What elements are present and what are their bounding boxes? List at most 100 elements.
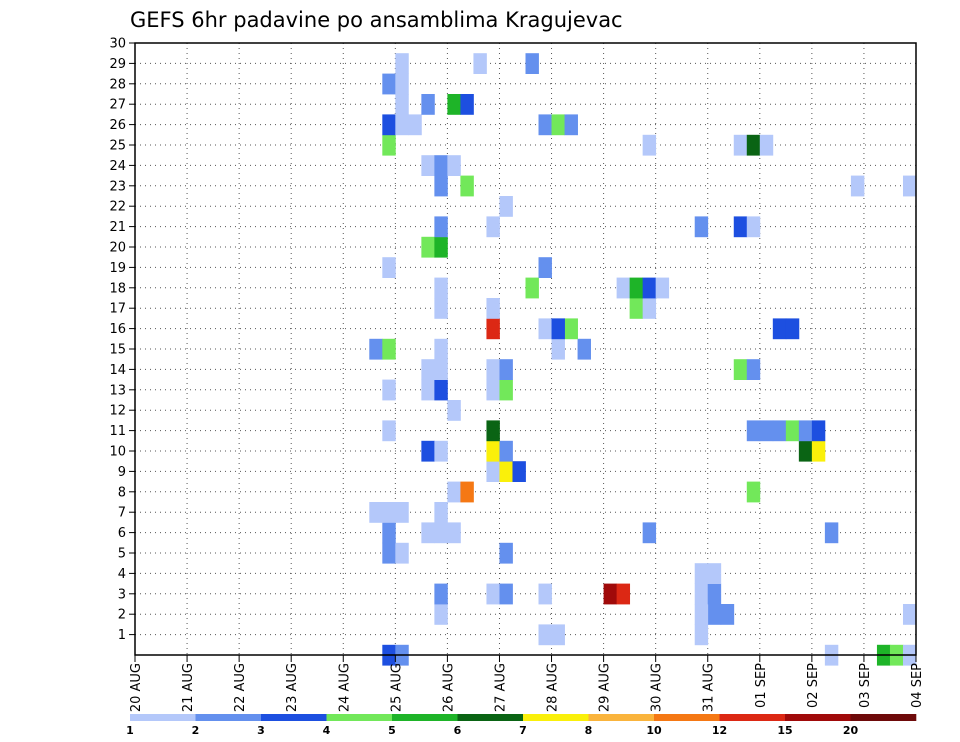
y-tick-label: 2 [118, 608, 126, 623]
heatmap-cell [707, 563, 722, 584]
heatmap-cell [486, 440, 500, 462]
heatmap-cell [629, 277, 644, 299]
legend-label: 5 [388, 724, 396, 737]
legend-label: 10 [646, 724, 662, 737]
heatmap-cell [551, 114, 565, 136]
heatmap-cell [486, 379, 500, 401]
heatmap-cell [538, 624, 552, 646]
y-tick-label: 6 [118, 526, 126, 541]
heatmap-cell [434, 379, 448, 401]
x-tick-label: 28 AUG [546, 663, 561, 712]
y-tick-label: 12 [109, 404, 126, 419]
heatmap-cell [421, 155, 435, 176]
heatmap-cell [772, 318, 787, 340]
heatmap-cell [538, 318, 552, 340]
heatmap-cell [564, 318, 578, 340]
legend-color-swatch [195, 714, 262, 721]
heatmap-cell [733, 216, 748, 238]
legend-color-swatch [588, 714, 655, 721]
heatmap-cell [460, 175, 474, 197]
heatmap-cell [850, 175, 865, 197]
heatmap-cell [434, 583, 448, 605]
legend-label: 7 [519, 724, 527, 737]
heatmap-cell [460, 94, 474, 115]
heatmap-cell [733, 359, 748, 380]
legend-color-swatch [785, 714, 851, 721]
heatmap-cell [434, 440, 448, 462]
x-tick-label: 03 SEP [858, 663, 873, 708]
heatmap-cell [785, 420, 800, 442]
legend-label: 15 [777, 724, 792, 737]
x-tick-label: 29 AUG [598, 663, 613, 712]
chart-title: GEFS 6hr padavine po ansamblima Kragujev… [130, 8, 623, 32]
heatmap-cell [525, 53, 539, 74]
heatmap-cell [447, 94, 461, 115]
legend-label: 8 [585, 724, 593, 737]
heatmap-cell [772, 420, 787, 442]
x-tick-label: 01 SEP [754, 663, 769, 708]
heatmap-cell [551, 624, 565, 646]
heatmap-cell [408, 114, 422, 136]
heatmap-cell [473, 53, 487, 74]
y-tick-label: 9 [118, 465, 126, 480]
heatmap-cell [421, 379, 435, 401]
heatmap-cell [551, 318, 565, 340]
y-tick-label: 8 [118, 485, 126, 500]
heatmap-cell [395, 73, 409, 95]
heatmap-cell [395, 94, 409, 115]
heatmap-cell [382, 420, 396, 442]
heatmap-cell [811, 440, 826, 462]
legend-color-swatch [850, 714, 917, 721]
y-tick-label: 15 [109, 343, 126, 358]
grid [135, 43, 916, 655]
heatmap-cell [707, 604, 722, 625]
heatmap-cell [382, 542, 396, 564]
heatmap-cell [499, 461, 513, 482]
y-tick-label: 24 [109, 159, 126, 174]
heatmap-cell [694, 604, 709, 625]
heatmap-cell [564, 114, 578, 136]
x-tick-label: 02 SEP [806, 663, 821, 708]
heatmap-cell [694, 216, 709, 238]
legend-color-swatch [392, 714, 458, 721]
heatmap-cell [434, 277, 448, 299]
heatmap-cell [499, 379, 513, 401]
heatmap-cell [811, 420, 826, 442]
x-tick-label: 27 AUG [493, 663, 508, 712]
legend-color-swatch [719, 714, 786, 721]
heatmap-cells [369, 53, 917, 666]
y-tick-label: 27 [109, 98, 126, 113]
heatmap-cell [499, 196, 513, 217]
y-tick-label: 13 [109, 383, 126, 398]
heatmap-cell [486, 420, 500, 442]
heatmap-cell [421, 359, 435, 380]
legend-label: 4 [323, 724, 331, 737]
heatmap-cell [902, 604, 917, 625]
legend-color-swatch [261, 714, 327, 721]
heatmap-cell [486, 216, 500, 238]
heatmap-cell [369, 338, 383, 360]
heatmap-cell [447, 522, 461, 544]
x-tick-label: 25 AUG [389, 663, 404, 712]
heatmap-cell [382, 73, 396, 95]
heatmap-cell [382, 338, 396, 360]
heatmap-cell [434, 175, 448, 197]
y-tick-label: 26 [109, 118, 126, 133]
y-tick-label: 5 [118, 547, 126, 562]
heatmap-cell [759, 134, 774, 156]
heatmap-cell [720, 604, 735, 625]
legend-color-swatch [654, 714, 720, 721]
heatmap-cell [434, 522, 448, 544]
heatmap-cell [577, 338, 591, 360]
heatmap-cell [434, 338, 448, 360]
heatmap-cell [382, 502, 396, 523]
y-tick-label: 16 [109, 322, 126, 337]
legend-label: 2 [192, 724, 200, 737]
y-axis: 1234567891011121314151617181920212223242… [109, 37, 135, 643]
heatmap-cell [421, 522, 435, 544]
y-tick-label: 20 [109, 241, 126, 256]
y-tick-label: 7 [118, 506, 126, 521]
heatmap-cell [902, 175, 917, 197]
heatmap-cell [746, 359, 761, 380]
